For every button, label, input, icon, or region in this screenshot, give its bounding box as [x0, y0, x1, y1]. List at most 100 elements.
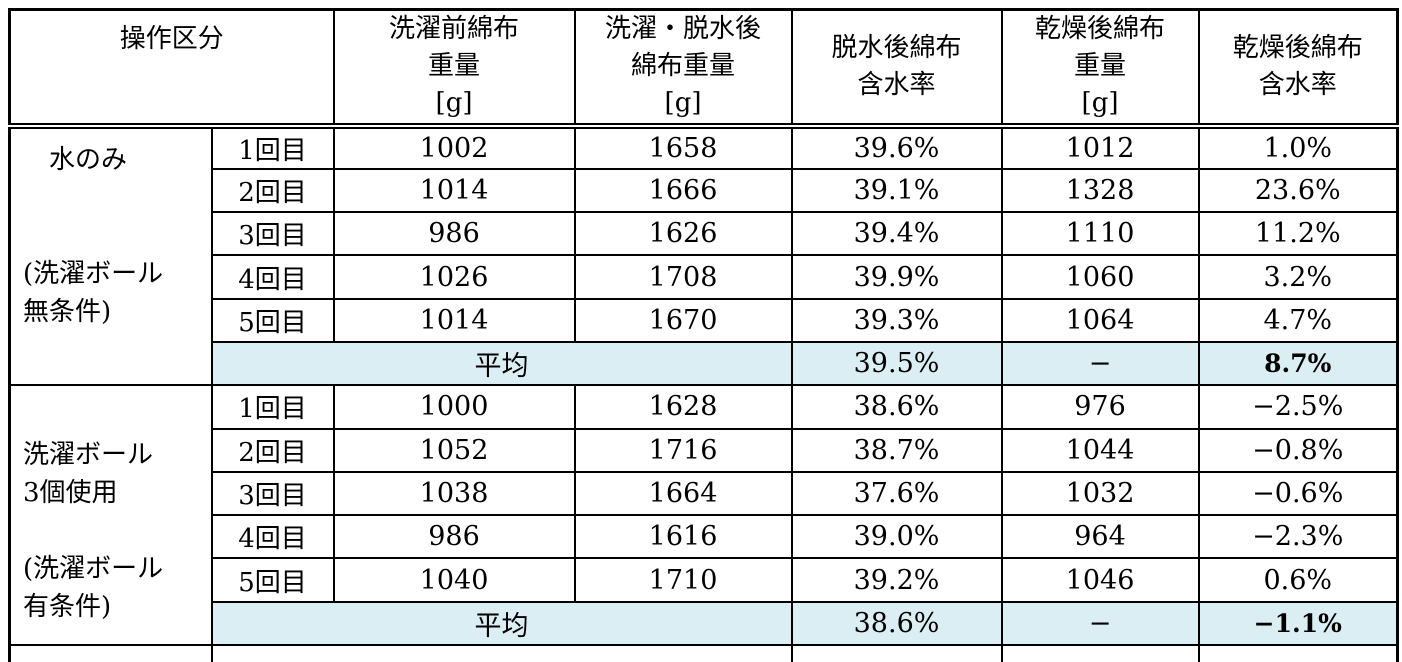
washed-cell: 1664 [573, 470, 793, 517]
trial-cell: 4回目 [210, 254, 335, 300]
pre-cell: 1040 [332, 557, 576, 603]
pre-cell: 1002 [332, 124, 576, 170]
dehydrated_moisture-cell: 37.6% [790, 470, 1003, 517]
dried_moisture-cell: −2.5% [1197, 384, 1399, 430]
header-cell-after_drying_weight: 乾燥後綿布重量 [g] [1000, 8, 1200, 129]
washed-cell: 1628 [573, 384, 793, 430]
table-header: 操作区分 洗濯前綿布 重量 [g] 洗濯・脱水後 綿布重量 [g] 脱水後綿布 含水率 乾燥後綿布… [8, 8, 1399, 129]
pre-cell: 986 [332, 211, 576, 257]
pre-cell: 986 [332, 514, 576, 560]
pre-cell: 1038 [332, 470, 576, 517]
cropped-row [8, 644, 1399, 662]
trial-cell: 2回目 [210, 167, 335, 214]
header-line: 綿布重量 [631, 51, 736, 82]
trial-cell: 1回目 [210, 124, 335, 170]
dehydrated_moisture-cell: 39.4% [790, 211, 1003, 257]
group-label-line: 有条件) [23, 592, 112, 623]
dried-cell: 1044 [1000, 427, 1200, 473]
header-cell-operation: 操作区分 [8, 8, 335, 129]
dried-cell: 1110 [1000, 211, 1200, 257]
header-line: [g] [1081, 88, 1119, 119]
cropped-continuation [8, 644, 1399, 662]
header-cell-after_drying_moisture: 乾燥後綿布 含水率 [1197, 8, 1399, 129]
group-label-line: 洗濯ボール [23, 440, 154, 471]
table-row: 3回目 986 1626 39.4% 1110 11.2% [10, 211, 1399, 257]
pre-cell: 1000 [332, 384, 576, 430]
washed-cell: 1658 [573, 124, 793, 170]
dried-cell: 1046 [1000, 557, 1200, 603]
dried_moisture-cell: −0.8% [1197, 427, 1399, 473]
dried_moisture-cell: 23.6% [1197, 167, 1399, 214]
group-label-line: 水のみ [23, 144, 128, 175]
group-label-line [23, 217, 207, 255]
cropped-cell [210, 644, 793, 662]
condition-group-2: 洗濯ボール 3個使用 (洗濯ボール 有条件) 1回目 1000 1628 38.6% 976−… [8, 384, 1399, 647]
trial-cell: 3回目 [210, 211, 335, 257]
pre-cell: 1026 [332, 254, 576, 300]
average-dried-weight-cell: − [1000, 600, 1200, 647]
trial-cell: 5回目 [210, 297, 335, 343]
group-label-line [23, 512, 207, 550]
group-label-line [23, 398, 207, 436]
group-label-line: (洗濯ボール [23, 554, 164, 585]
header-line: 含水率 [1258, 69, 1337, 100]
header-cell-after_dehydration_moisture: 脱水後綿布 含水率 [790, 8, 1003, 129]
header-line: 重量 [428, 51, 481, 82]
pre-cell: 1052 [332, 427, 576, 473]
dried-cell: 1032 [1000, 470, 1200, 517]
dried_moisture-cell: 11.2% [1197, 211, 1399, 257]
header-line: [g] [435, 88, 473, 119]
header-row: 操作区分 洗濯前綿布 重量 [g] 洗濯・脱水後 綿布重量 [g] 脱水後綿布 含水率 乾燥後綿布… [8, 8, 1399, 129]
washed-cell: 1626 [573, 211, 793, 257]
header-line: 乾燥後綿布 [1035, 14, 1166, 45]
dried-cell: 976 [1000, 384, 1200, 430]
washed-cell: 1708 [573, 254, 793, 300]
cropped-cell [790, 644, 1003, 662]
dehydrated_moisture-cell: 39.3% [790, 297, 1003, 343]
pre-cell: 1014 [332, 297, 576, 343]
dried-cell: 964 [1000, 514, 1200, 560]
condition-group-1: 水のみ (洗濯ボール 無条件) 1回目 1002 1658 39.6% 1012 1.0% 2回… [8, 124, 1399, 387]
header-line: 洗濯・脱水後 [605, 14, 762, 45]
dried-cell: 1060 [1000, 254, 1200, 300]
table-row: 4回目 1026 1708 39.9% 1060 3.2% [10, 254, 1399, 300]
dehydrated_moisture-cell: 39.0% [790, 514, 1003, 560]
dehydrated_moisture-cell: 38.6% [790, 384, 1003, 430]
washed-cell: 1716 [573, 427, 793, 473]
table-row: 4回目 986 1616 39.0% 964 −2.3% [10, 514, 1399, 560]
average-row: 平均 38.6% − −1.1% [10, 600, 1399, 647]
average-row: 平均 39.5% −8.7% [10, 340, 1399, 387]
dried_moisture-cell: −2.3% [1197, 514, 1399, 560]
dried_moisture-cell: 4.7% [1197, 297, 1399, 343]
header-line: 洗濯前綿布 [389, 14, 520, 45]
dehydrated_moisture-cell: 39.2% [790, 557, 1003, 603]
table-row: 5回目 1040 1710 39.2% 1046 0.6% [10, 557, 1399, 603]
trial-cell: 3回目 [210, 470, 335, 517]
washed-cell: 1666 [573, 167, 793, 214]
header-line: 含水率 [857, 69, 936, 100]
average-dried-moisture-cell: −1.1% [1197, 600, 1399, 647]
header-line: [g] [664, 88, 702, 119]
average-dehydrated-moisture-cell: 39.5% [790, 340, 1003, 387]
group-label-line: 3個使用 [23, 478, 118, 509]
table-row: 2回目 1052 1716 38.7% 1044 −0.8% [10, 427, 1399, 473]
cropped-cell [8, 644, 213, 662]
trial-cell: 1回目 [210, 384, 335, 430]
average-label-cell: 平均 [210, 340, 793, 387]
dried_moisture-cell: 3.2% [1197, 254, 1399, 300]
table-row: 3回目 1038 1664 37.6% 1032 −0.6% [10, 470, 1399, 517]
group-label-cell: 水のみ (洗濯ボール 無条件) [8, 124, 213, 387]
group-label-line [23, 179, 207, 217]
washed-cell: 1616 [573, 514, 793, 560]
table-row: 5回目 1014 1670 39.3% 1064 4.7% [10, 297, 1399, 343]
pre-cell: 1014 [332, 167, 576, 214]
header-line: 重量 [1074, 51, 1127, 82]
washed-cell: 1710 [573, 557, 793, 603]
table-row: 洗濯ボール 3個使用 (洗濯ボール 有条件) 1回目 1000 1628 38.6% 976−… [8, 384, 1399, 647]
washed-cell: 1670 [573, 297, 793, 343]
average-dehydrated-moisture-cell: 38.6% [790, 600, 1003, 647]
header-cell-pre_wash_weight: 洗濯前綿布重量 [g] [332, 8, 576, 129]
average-dried-weight-cell: − [1000, 340, 1200, 387]
table-row: 2回目 1014 1666 39.1% 1328 23.6% [10, 167, 1399, 214]
average-label-cell: 平均 [210, 600, 793, 647]
